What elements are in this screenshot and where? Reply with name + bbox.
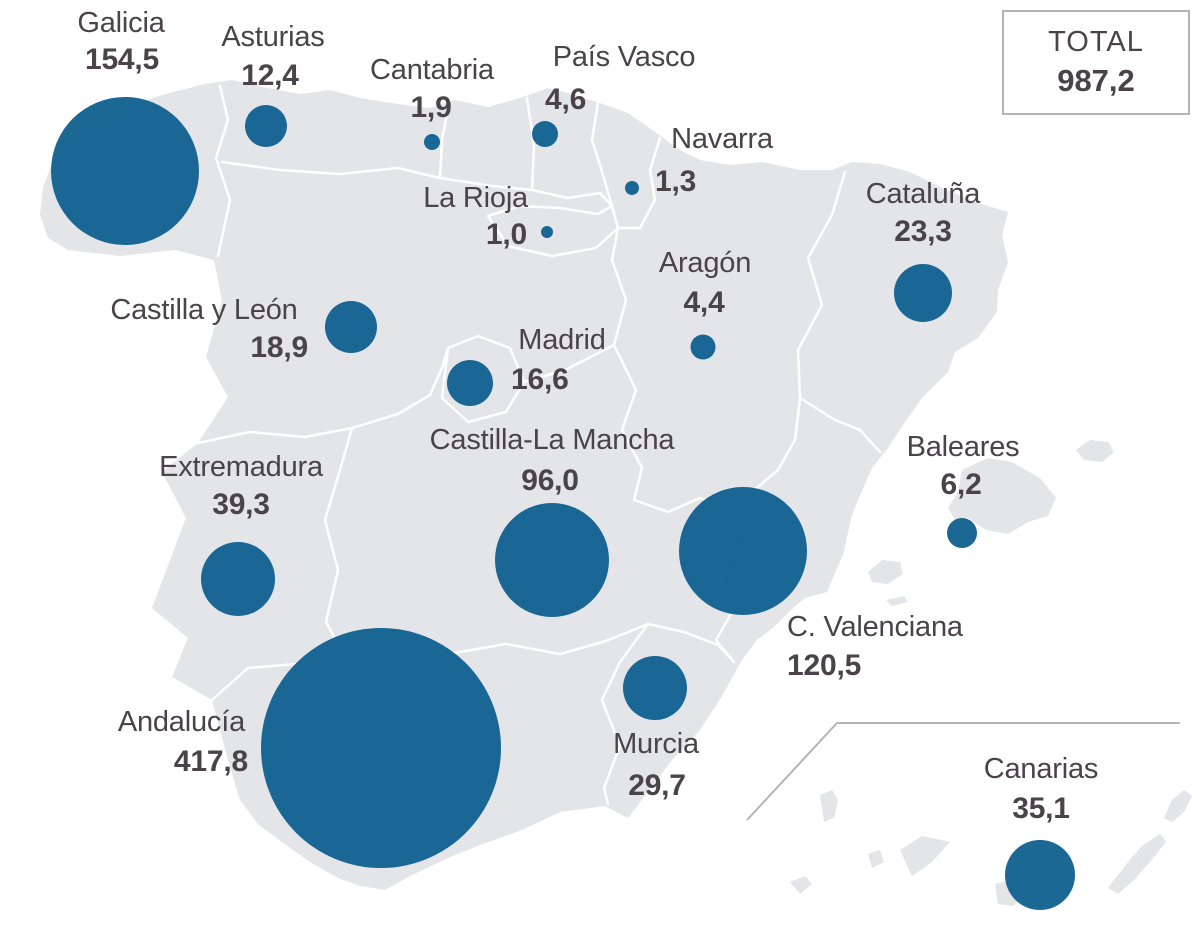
bubble-castilla-y-leon (325, 301, 377, 353)
bubble-navarra (625, 181, 639, 195)
canarias-inset-line (746, 722, 1180, 821)
mallorca-shape (948, 458, 1056, 534)
value-label-la-rioja: 1,0 (485, 218, 527, 251)
value-label-madrid: 16,6 (511, 363, 569, 396)
bubble-castilla-la-mancha (495, 503, 609, 617)
la-palma-shape (820, 790, 838, 822)
bubble-layer (51, 97, 1075, 910)
la-gomera-shape (868, 850, 884, 868)
name-label-murcia: Murcia (613, 728, 699, 760)
total-label: TOTAL (1048, 26, 1144, 58)
bubble-cantabria (424, 134, 440, 150)
bubble-andalucia (261, 628, 501, 868)
value-label-extremadura: 39,3 (212, 488, 270, 521)
value-label-cataluna: 23,3 (894, 215, 952, 248)
name-label-castilla-la-mancha: Castilla-La Mancha (429, 424, 675, 456)
fuerteventura-shape (1108, 834, 1166, 894)
value-label-murcia: 29,7 (628, 769, 686, 802)
value-label-navarra: 1,3 (655, 165, 697, 198)
bubble-baleares (947, 518, 977, 548)
bubble-pais-vasco (532, 121, 558, 147)
value-label-cantabria: 1,9 (410, 91, 452, 124)
value-label-canarias: 35,1 (1012, 792, 1070, 825)
name-label-extremadura: Extremadura (159, 451, 323, 483)
name-label-galicia: Galicia (77, 7, 165, 39)
menorca-shape (1076, 440, 1114, 462)
name-label-la-rioja: La Rioja (423, 182, 528, 214)
el-hierro-shape (790, 876, 812, 894)
value-label-andalucia: 417,8 (173, 745, 248, 778)
formentera-shape (886, 596, 908, 606)
value-label-castilla-y-leon: 18,9 (250, 331, 308, 364)
name-label-castilla-y-leon: Castilla y León (110, 294, 298, 326)
name-label-asturias: Asturias (221, 21, 325, 53)
bubble-galicia (51, 97, 199, 245)
name-label-pais-vasco: País Vasco (552, 41, 696, 73)
ibiza-shape (868, 560, 903, 584)
value-label-castilla-la-mancha: 96,0 (521, 464, 579, 497)
bubble-la-rioja (541, 226, 553, 238)
name-label-navarra: Navarra (671, 123, 773, 155)
name-label-andalucia: Andalucía (117, 706, 245, 738)
name-label-madrid: Madrid (518, 324, 606, 356)
bubble-murcia (623, 656, 687, 720)
bubble-asturias (245, 105, 287, 147)
value-label-galicia: 154,5 (84, 43, 160, 76)
lanzarote-shape (1164, 790, 1192, 822)
bubble-extremadura (201, 542, 275, 616)
value-label-asturias: 12,4 (241, 59, 299, 92)
name-label-cantabria: Cantabria (370, 54, 494, 86)
bubble-cataluna (894, 264, 952, 322)
name-label-c-valenciana: C. Valenciana (787, 611, 963, 643)
bubble-aragon (690, 334, 716, 360)
bubble-madrid (447, 360, 493, 406)
bubble-canarias (1005, 840, 1075, 910)
value-label-pais-vasco: 4,6 (545, 83, 587, 116)
tenerife-shape (900, 836, 950, 876)
total-value: 987,2 (1057, 63, 1135, 98)
total-box: TOTAL 987,2 (1002, 10, 1190, 115)
name-label-aragon: Aragón (658, 247, 752, 279)
value-label-aragon: 4,4 (683, 286, 725, 319)
bubble-c-valenciana (679, 487, 807, 615)
name-label-baleares: Baleares (906, 431, 1020, 463)
value-label-baleares: 6,2 (940, 468, 982, 501)
name-label-cataluna: Cataluña (865, 178, 981, 210)
name-label-canarias: Canarias (983, 753, 1099, 785)
value-label-c-valenciana: 120,5 (787, 649, 862, 682)
